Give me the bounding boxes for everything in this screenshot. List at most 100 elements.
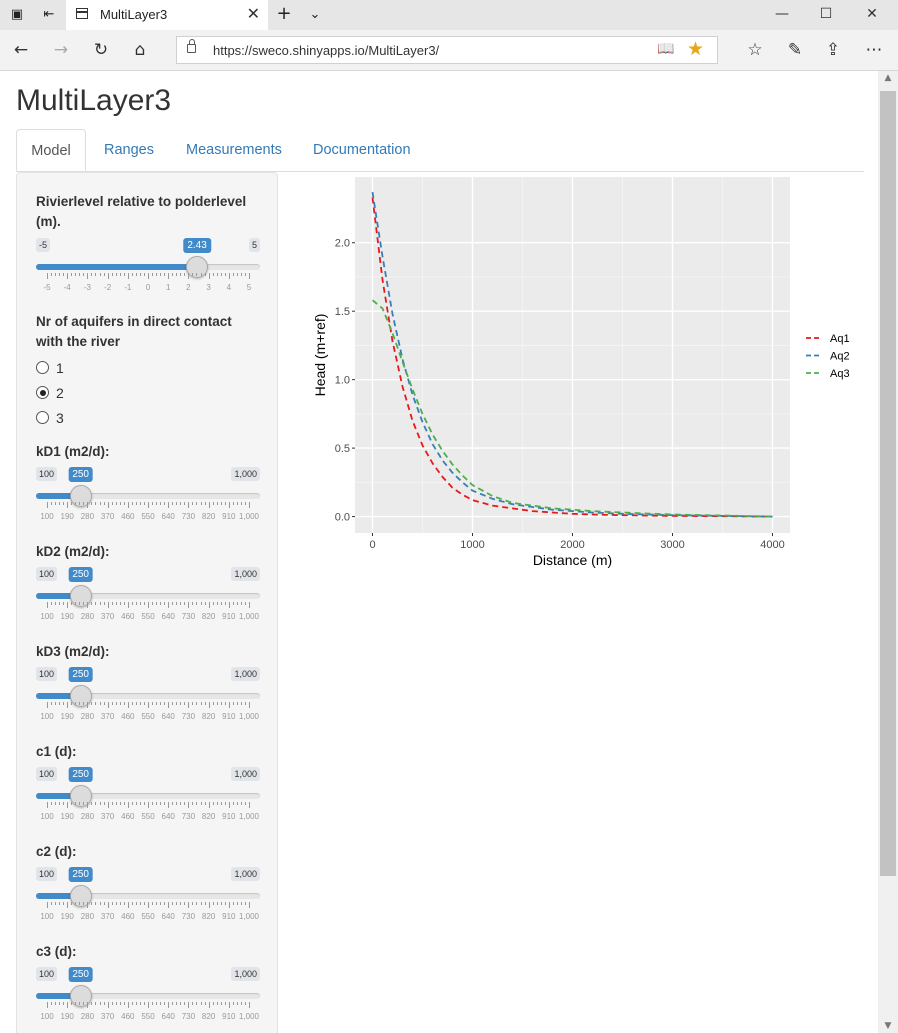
- address-url[interactable]: https://sweco.shinyapps.io/MultiLayer3/: [213, 43, 440, 58]
- river-level-slider[interactable]: -5 5 2.43 -5 -4 -3 -2 -1 0 1 2 3 4 5: [36, 238, 260, 300]
- slider-tick: [51, 273, 53, 276]
- slider-tick: [103, 602, 105, 605]
- slider-tick: [249, 1002, 250, 1008]
- slider-tick: [192, 273, 194, 276]
- slider-handle[interactable]: [69, 585, 92, 607]
- tab-ranges[interactable]: Ranges: [104, 142, 154, 158]
- slider-tick-label: 820: [201, 612, 216, 621]
- forward-arrow-icon[interactable]: →: [53, 40, 69, 60]
- tab-actions-icon[interactable]: ▣: [10, 7, 24, 22]
- tab-measurements[interactable]: Measurements: [186, 142, 282, 158]
- scrollbar-thumb[interactable]: [880, 91, 896, 876]
- share-icon[interactable]: ⇪: [825, 40, 841, 60]
- slider-tick: [152, 902, 154, 905]
- slider-value-label: 250: [68, 467, 93, 482]
- reading-view-icon[interactable]: 📖: [657, 41, 675, 57]
- browser-tab[interactable]: MultiLayer3 ✕: [66, 0, 268, 30]
- pen-notes-icon[interactable]: ✎: [787, 40, 803, 60]
- slider-tick: [200, 273, 202, 276]
- slider-tick-label: 730: [181, 912, 196, 921]
- slider-tick: [172, 602, 174, 605]
- slider-handle[interactable]: [69, 685, 92, 707]
- slider-handle[interactable]: [186, 256, 209, 278]
- slider-tick: [103, 1002, 105, 1005]
- favorite-star-icon[interactable]: ★: [687, 38, 705, 60]
- maximize-icon[interactable]: ☐: [819, 6, 833, 22]
- slider-min-label: 100: [36, 567, 58, 581]
- minimize-icon[interactable]: —: [775, 6, 789, 22]
- tab-model[interactable]: Model: [16, 129, 86, 171]
- more-menu-icon[interactable]: ⋯: [865, 40, 883, 60]
- new-tab-icon[interactable]: +: [276, 3, 292, 24]
- slider-tick: [220, 273, 222, 276]
- c2-slider[interactable]: 100 1,000 250 100 190 280 370 460 550 640 730 82…: [36, 867, 260, 929]
- slider-tick: [196, 502, 198, 505]
- home-icon[interactable]: ⌂: [134, 40, 146, 60]
- slider-tick-label: 910: [222, 1012, 236, 1021]
- slider-tick-label: 370: [100, 712, 115, 721]
- slider-track[interactable]: [36, 993, 260, 999]
- slider-handle[interactable]: [69, 985, 92, 1007]
- slider-tick: [63, 273, 65, 276]
- address-bar[interactable]: https://sweco.shinyapps.io/MultiLayer3/ …: [176, 36, 718, 64]
- kd1-slider[interactable]: 100 1,000 250 100 190 280 370 460 550 640 730 82…: [36, 467, 260, 529]
- slider-tick: [228, 1002, 230, 1008]
- kd2-slider[interactable]: 100 1,000 250 100 190 280 370 460 550 640 730 82…: [36, 567, 260, 629]
- tabs-aside-icon[interactable]: ⇤: [43, 7, 55, 22]
- slider-tick: [83, 902, 85, 905]
- slider-handle[interactable]: [69, 485, 92, 507]
- slider-tick: [224, 702, 226, 705]
- x-axis-title: Distance (m): [533, 552, 612, 568]
- slider-track[interactable]: [36, 893, 260, 899]
- slider-tick: [55, 702, 57, 705]
- scroll-up-icon[interactable]: ▲: [884, 73, 892, 83]
- close-tab-icon[interactable]: ✕: [246, 4, 260, 23]
- slider-tick: [71, 502, 73, 505]
- scroll-down-icon[interactable]: ▼: [884, 1021, 892, 1031]
- sidebar-panel: Rivierlevel relative to polderlevel (m).…: [16, 172, 278, 1033]
- radio-button[interactable]: [36, 361, 49, 374]
- slider-tick: [75, 902, 77, 905]
- back-arrow-icon[interactable]: ←: [13, 40, 29, 60]
- slider-tick: [168, 702, 170, 708]
- slider-tick: [176, 702, 178, 705]
- slider-min-label: 100: [36, 967, 58, 981]
- slider-tick: [152, 1002, 154, 1005]
- slider-tick: [135, 902, 137, 905]
- slider-tick: [111, 602, 113, 605]
- slider-tick: [67, 502, 69, 508]
- radio-button-selected[interactable]: [36, 386, 49, 399]
- slider-tick: [160, 902, 162, 905]
- refresh-icon[interactable]: ↻: [93, 40, 109, 60]
- slider-tick: [208, 1002, 210, 1008]
- slider-handle[interactable]: [69, 785, 92, 807]
- c3-slider[interactable]: 100 1,000 250 100 190 280 370 460 550 640 730 82…: [36, 967, 260, 1029]
- slider-tick: [224, 802, 226, 805]
- page-scrollbar[interactable]: ▲ ▼: [878, 71, 898, 1033]
- slider-tick: [208, 802, 210, 808]
- slider-tick: [111, 1002, 113, 1005]
- slider-track[interactable]: [36, 693, 260, 699]
- slider-tick: [139, 1002, 141, 1005]
- page-content: MultiLayer3 Model Ranges Measurements Do…: [0, 71, 878, 1033]
- slider-tick-label: 730: [181, 712, 196, 721]
- slider-tick-label: 640: [161, 512, 175, 521]
- c1-slider[interactable]: 100 1,000 250 100 190 280 370 460 550 640 730 82…: [36, 767, 260, 829]
- slider-tick: [51, 1002, 53, 1005]
- favorites-icon[interactable]: ☆: [747, 40, 763, 60]
- tab-documentation[interactable]: Documentation: [313, 142, 411, 158]
- slider-tick: [168, 802, 170, 808]
- window-close-icon[interactable]: ✕: [866, 6, 878, 22]
- radio-button[interactable]: [36, 411, 49, 424]
- slider-tick: [135, 1002, 137, 1005]
- slider-tick: [200, 602, 202, 605]
- kd3-slider[interactable]: 100 1,000 250 100 190 280 370 460 550 640 730 82…: [36, 667, 260, 729]
- tab-list-chevron-icon[interactable]: ⌄: [309, 7, 321, 22]
- slider-tick: [119, 902, 121, 905]
- slider-tick: [111, 273, 113, 276]
- slider-track[interactable]: [36, 493, 260, 499]
- slider-track[interactable]: [36, 593, 260, 599]
- slider-handle[interactable]: [69, 885, 92, 907]
- slider-tick: [148, 702, 149, 708]
- slider-track[interactable]: [36, 793, 260, 799]
